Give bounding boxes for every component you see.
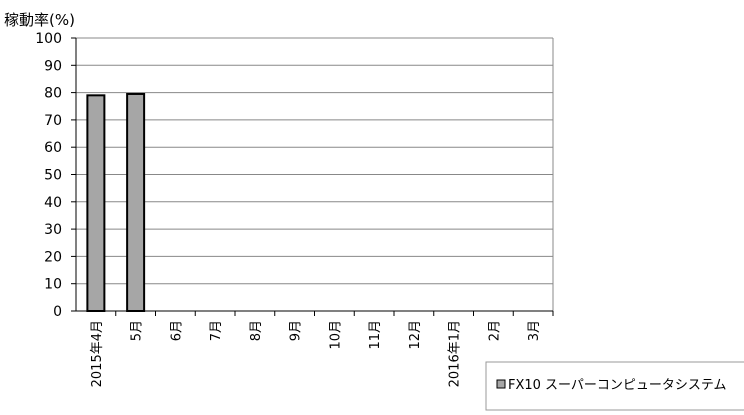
y-tick-label: 10 <box>44 277 62 293</box>
x-tick-label: 11月 <box>368 320 383 350</box>
x-tick-label: 12月 <box>408 320 423 350</box>
axes <box>71 37 554 316</box>
x-tick-label: 7月 <box>209 320 224 341</box>
bars <box>86 92 146 312</box>
y-tick-label: 80 <box>44 86 62 102</box>
y-tick-label: 100 <box>35 31 62 47</box>
y-tick-label: 60 <box>44 140 62 156</box>
legend-box <box>485 361 744 411</box>
gridlines <box>76 37 553 285</box>
y-tick-label: 50 <box>44 168 62 184</box>
x-tick-label: 3月 <box>527 320 542 341</box>
x-tick-labels: 2015年4月 5月 6月 7月 8月 9月 10月 11月 12月 2016年1月 2月 3月 <box>90 320 542 387</box>
x-tick-label: 9月 <box>289 320 304 341</box>
x-tick-label: 8月 <box>249 320 264 341</box>
x-tick-label: 5月 <box>130 320 145 341</box>
x-tick-label: 10月 <box>328 320 343 350</box>
y-tick-label: 30 <box>44 222 62 238</box>
legend-label: FX10 スーパーコンピュータシステム <box>508 378 727 393</box>
x-tick-label: 2016年1月 <box>448 320 463 387</box>
x-tick-label: 6月 <box>169 320 184 341</box>
bar <box>126 92 146 312</box>
y-tick-labels: 0 10 20 30 40 50 60 70 80 90 100 <box>35 31 62 320</box>
y-tick-label: 90 <box>44 58 62 74</box>
y-tick-label: 70 <box>44 113 62 129</box>
x-tick-label: 2月 <box>487 320 502 341</box>
y-tick-label: 0 <box>53 304 62 320</box>
y-tick-label: 20 <box>44 249 62 265</box>
y-axis-title: 稼動率(%) <box>4 11 75 29</box>
y-tick-label: 40 <box>44 195 62 211</box>
bar <box>86 94 106 312</box>
x-tick-label: 2015年4月 <box>90 320 105 387</box>
legend: FX10 スーパーコンピュータシステム <box>485 361 744 411</box>
legend-swatch <box>496 379 506 389</box>
